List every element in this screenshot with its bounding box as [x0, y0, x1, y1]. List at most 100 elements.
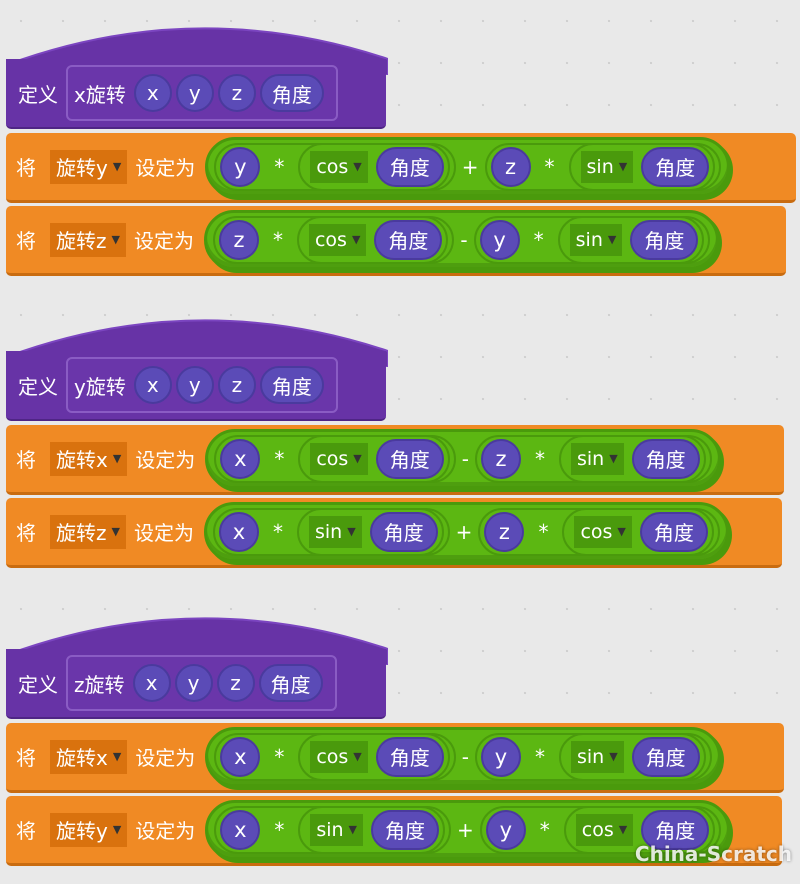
- variable-reporter[interactable]: x: [218, 511, 259, 552]
- set-variable-block[interactable]: 将旋转z ▼ 设定为 z * cos ▼ 角度 - y * sin ▼ 角度: [6, 206, 786, 276]
- variable-reporter[interactable]: y: [479, 219, 520, 260]
- set-variable-block[interactable]: 将旋转y ▼ 设定为 x * sin ▼ 角度 + y * cos ▼ 角度: [6, 796, 782, 866]
- variable-reporter[interactable]: z: [490, 146, 531, 187]
- custom-block-prototype[interactable]: x旋转 x y z 角度: [66, 65, 338, 121]
- multiply-operator[interactable]: z * cos ▼ 角度: [478, 507, 720, 556]
- function-dropdown[interactable]: cos ▼: [310, 442, 368, 475]
- parameter-reporter[interactable]: y: [175, 74, 214, 112]
- parameter-reporter[interactable]: y: [174, 664, 213, 702]
- variable-dropdown[interactable]: 旋转x ▼: [50, 441, 128, 476]
- variable-reporter[interactable]: x: [220, 438, 261, 479]
- parameter-reporter[interactable]: x: [132, 664, 171, 702]
- math-function-block[interactable]: cos ▼ 角度: [298, 142, 450, 191]
- parameter-reporter[interactable]: 角度: [259, 74, 324, 112]
- variable-reporter[interactable]: y: [485, 809, 526, 850]
- variable-reporter[interactable]: x: [220, 809, 261, 850]
- variable-reporter[interactable]: z: [484, 511, 525, 552]
- parameter-reporter[interactable]: y: [175, 366, 214, 404]
- add-subtract-operator[interactable]: x * cos ▼ 角度 - y * sin ▼ 角度: [205, 726, 721, 787]
- variable-name: 旋转z: [56, 521, 107, 545]
- math-function-block[interactable]: cos ▼ 角度: [298, 434, 450, 483]
- parameter-reporter[interactable]: 角度: [259, 366, 324, 404]
- function-dropdown[interactable]: sin ▼: [569, 223, 623, 256]
- function-dropdown[interactable]: sin ▼: [310, 813, 364, 846]
- multiply-operator[interactable]: y * cos ▼ 角度: [479, 805, 722, 854]
- set-variable-block[interactable]: 将旋转z ▼ 设定为 x * sin ▼ 角度 + z * cos ▼ 角度: [6, 498, 782, 568]
- angle-reporter[interactable]: 角度: [641, 146, 710, 187]
- multiply-operator[interactable]: z * sin ▼ 角度: [474, 434, 712, 483]
- define-hat-block[interactable]: 定义 y旋转 x y z 角度: [6, 307, 388, 422]
- variable-reporter[interactable]: z: [480, 438, 521, 479]
- define-hat-block[interactable]: 定义 x旋转 x y z 角度: [6, 15, 388, 130]
- multiply-operator[interactable]: y * sin ▼ 角度: [474, 732, 712, 781]
- variable-dropdown[interactable]: 旋转z ▼: [50, 222, 126, 257]
- multiply-operator[interactable]: x * sin ▼ 角度: [212, 507, 450, 556]
- angle-reporter[interactable]: 角度: [369, 511, 438, 552]
- variable-reporter[interactable]: x: [220, 736, 261, 777]
- add-subtract-operator[interactable]: x * cos ▼ 角度 - z * sin ▼ 角度: [205, 428, 721, 489]
- parameter-reporter[interactable]: z: [216, 664, 255, 702]
- math-function-block[interactable]: cos ▼ 角度: [296, 215, 449, 264]
- math-function-block[interactable]: sin ▼ 角度: [298, 805, 446, 854]
- multiply-operator[interactable]: x * cos ▼ 角度: [214, 732, 456, 781]
- angle-reporter[interactable]: 角度: [630, 219, 699, 260]
- math-function-block[interactable]: cos ▼ 角度: [298, 732, 450, 781]
- add-subtract-operator[interactable]: x * sin ▼ 角度 + z * cos ▼ 角度: [203, 501, 729, 562]
- angle-reporter[interactable]: 角度: [631, 736, 700, 777]
- function-dropdown[interactable]: sin ▼: [580, 150, 634, 183]
- function-dropdown[interactable]: cos ▼: [310, 150, 368, 183]
- parameter-reporter[interactable]: x: [133, 366, 172, 404]
- variable-dropdown[interactable]: 旋转y ▼: [50, 149, 128, 184]
- function-dropdown[interactable]: cos ▼: [574, 515, 632, 548]
- add-subtract-operator[interactable]: y * cos ▼ 角度 + z * sin ▼ 角度: [205, 136, 731, 197]
- math-function-block[interactable]: cos ▼ 角度: [563, 805, 716, 854]
- parameter-reporter[interactable]: z: [217, 366, 256, 404]
- set-variable-block[interactable]: 将旋转x ▼ 设定为 x * cos ▼ 角度 - z * sin ▼ 角度: [6, 425, 784, 495]
- angle-reporter[interactable]: 角度: [641, 809, 710, 850]
- add-subtract-operator[interactable]: x * sin ▼ 角度 + y * cos ▼ 角度: [205, 799, 731, 860]
- function-dropdown[interactable]: sin ▼: [570, 442, 624, 475]
- multiply-operator[interactable]: x * sin ▼ 角度: [214, 805, 452, 854]
- angle-reporter[interactable]: 角度: [374, 219, 443, 260]
- multiply-operator[interactable]: y * cos ▼ 角度: [214, 142, 456, 191]
- parameter-reporter[interactable]: 角度: [258, 664, 323, 702]
- set-variable-block[interactable]: 将旋转y ▼ 设定为 y * cos ▼ 角度 + z * sin ▼ 角度: [6, 133, 796, 203]
- variable-dropdown[interactable]: 旋转x ▼: [50, 739, 128, 774]
- variable-reporter[interactable]: y: [480, 736, 521, 777]
- math-function-block[interactable]: sin ▼ 角度: [557, 215, 705, 264]
- function-dropdown[interactable]: cos ▼: [308, 223, 367, 256]
- multiply-operator[interactable]: z * sin ▼ 角度: [484, 142, 722, 191]
- angle-reporter[interactable]: 角度: [631, 438, 700, 479]
- multiply-sign: *: [274, 446, 285, 471]
- math-function-block[interactable]: sin ▼ 角度: [568, 142, 716, 191]
- function-dropdown[interactable]: cos ▼: [575, 813, 634, 846]
- angle-reporter[interactable]: 角度: [371, 809, 440, 850]
- multiply-operator[interactable]: y * sin ▼ 角度: [473, 215, 711, 264]
- variable-dropdown[interactable]: 旋转y ▼: [50, 812, 128, 847]
- function-name: cos: [316, 745, 349, 768]
- function-dropdown[interactable]: sin ▼: [308, 515, 362, 548]
- variable-dropdown[interactable]: 旋转z ▼: [50, 514, 126, 549]
- math-function-block[interactable]: sin ▼ 角度: [558, 434, 706, 483]
- set-variable-block[interactable]: 将旋转x ▼ 设定为 x * cos ▼ 角度 - y * sin ▼ 角度: [6, 723, 784, 793]
- variable-reporter[interactable]: y: [220, 146, 261, 187]
- math-function-block[interactable]: sin ▼ 角度: [558, 732, 706, 781]
- angle-reporter[interactable]: 角度: [375, 736, 444, 777]
- custom-block-prototype[interactable]: y旋转 x y z 角度: [66, 357, 338, 413]
- angle-reporter[interactable]: 角度: [375, 438, 444, 479]
- math-function-block[interactable]: cos ▼ 角度: [562, 507, 714, 556]
- add-subtract-operator[interactable]: z * cos ▼ 角度 - y * sin ▼ 角度: [203, 209, 720, 270]
- angle-reporter[interactable]: 角度: [375, 146, 444, 187]
- multiply-operator[interactable]: z * cos ▼ 角度: [212, 215, 455, 264]
- parameter-reporter[interactable]: x: [133, 74, 172, 112]
- define-hat-block[interactable]: 定义 z旋转 x y z 角度: [6, 605, 388, 720]
- function-name: sin: [576, 447, 605, 470]
- parameter-reporter[interactable]: z: [217, 74, 256, 112]
- function-dropdown[interactable]: sin ▼: [570, 740, 624, 773]
- function-dropdown[interactable]: cos ▼: [310, 740, 368, 773]
- math-function-block[interactable]: sin ▼ 角度: [296, 507, 444, 556]
- multiply-operator[interactable]: x * cos ▼ 角度: [214, 434, 456, 483]
- angle-reporter[interactable]: 角度: [639, 511, 708, 552]
- custom-block-prototype[interactable]: z旋转 x y z 角度: [66, 655, 337, 711]
- variable-reporter[interactable]: z: [218, 219, 259, 260]
